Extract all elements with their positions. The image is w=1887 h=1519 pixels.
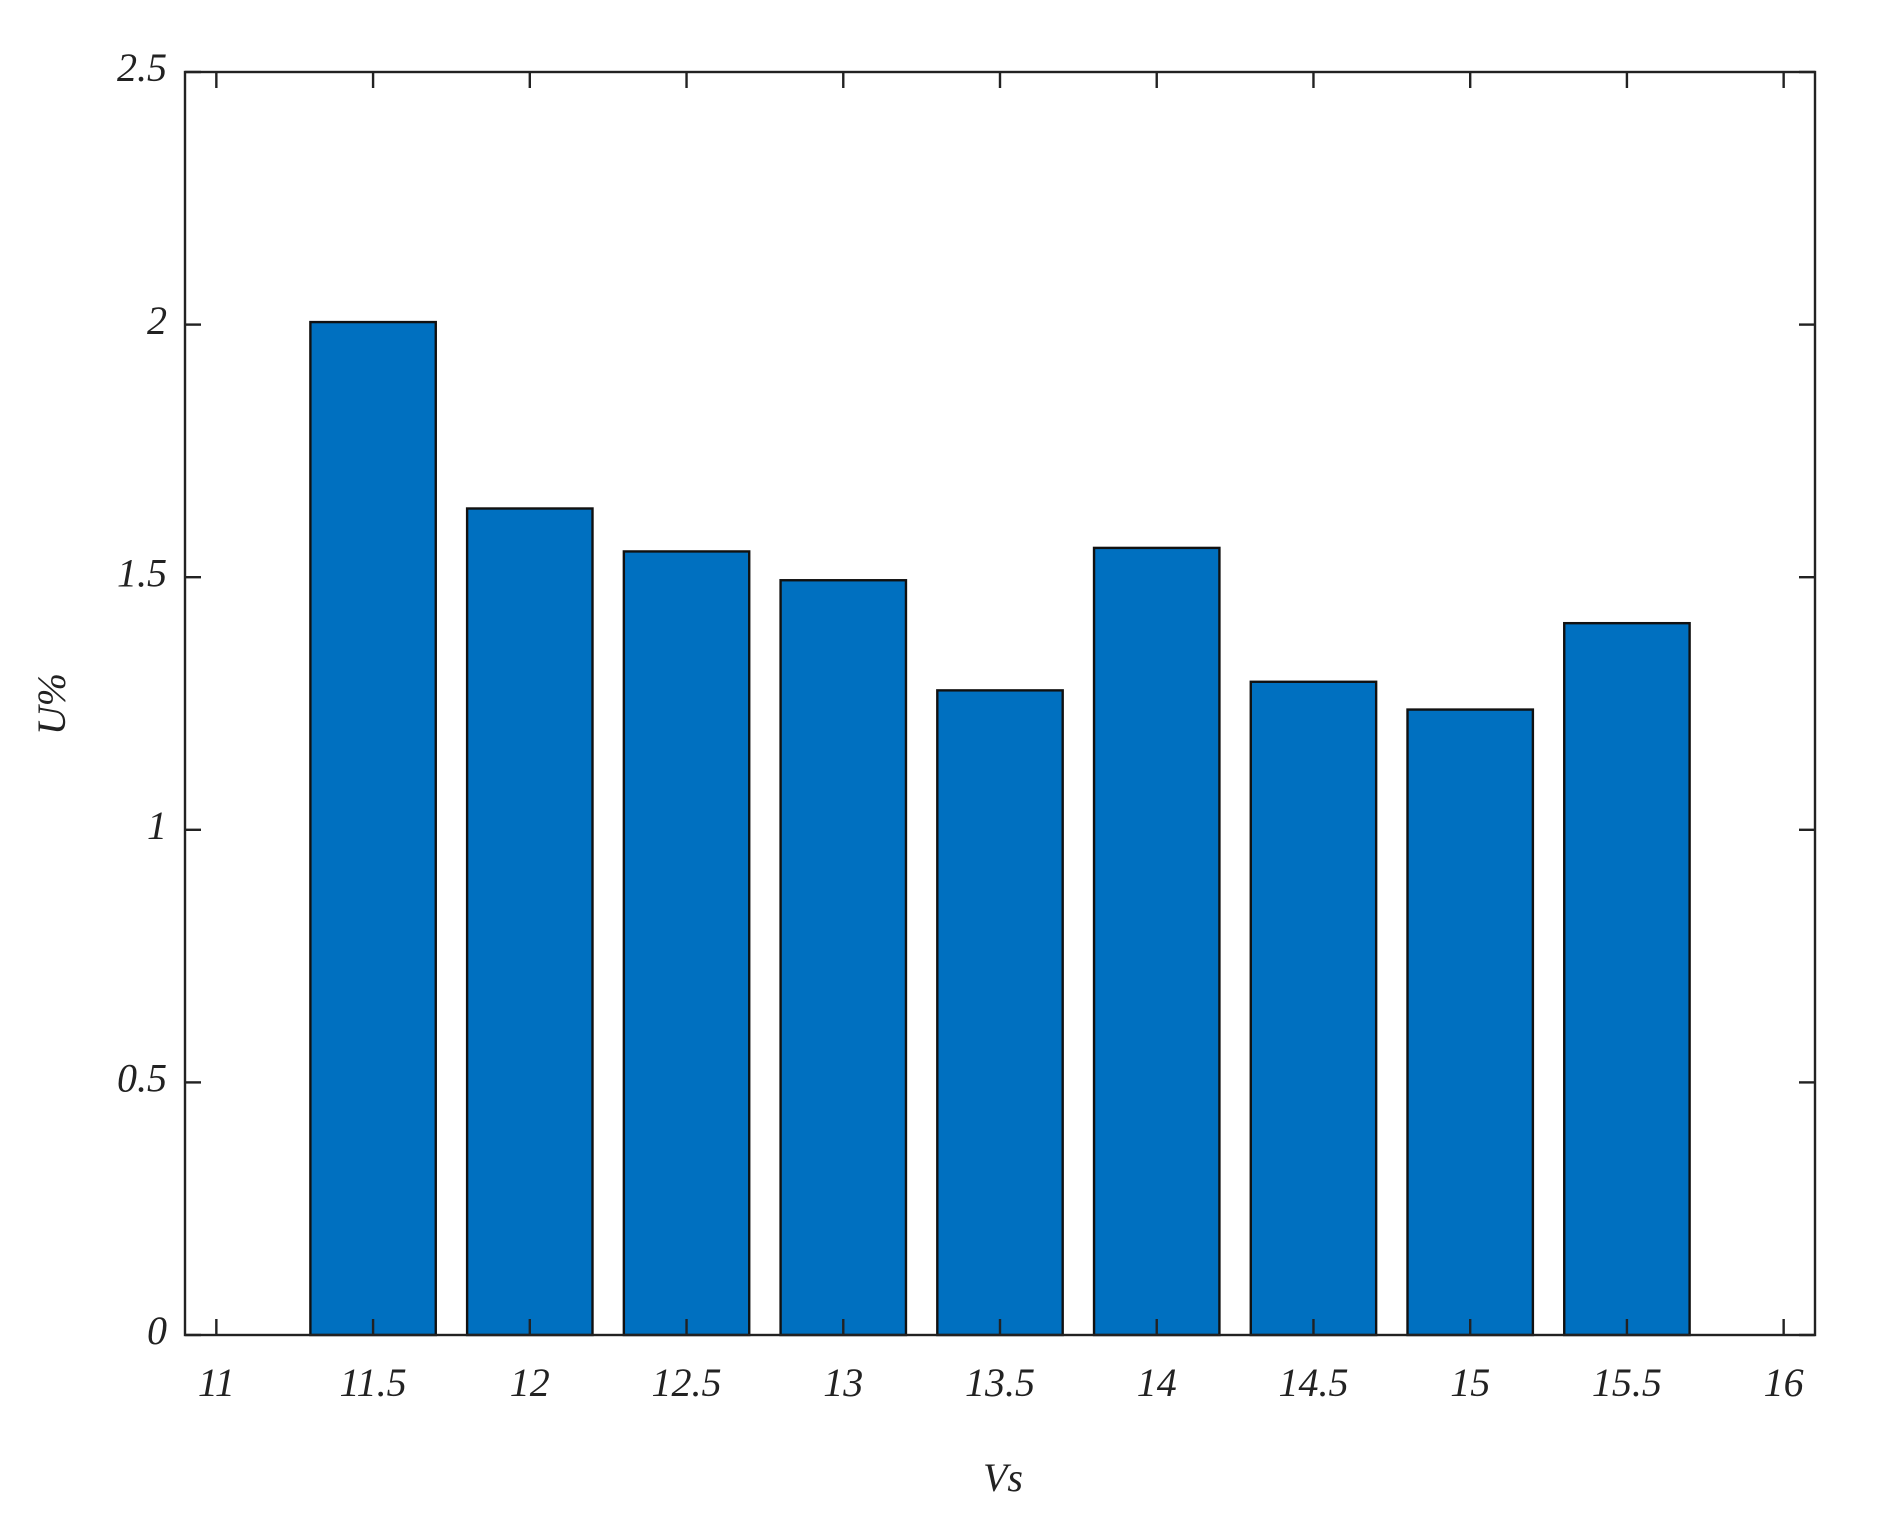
y-tick-label: 0.5 [117,1056,167,1101]
x-tick-label: 14.5 [1278,1360,1348,1405]
bar [1249,680,1378,1337]
bar [936,689,1064,1337]
bar [1563,621,1691,1337]
x-axis-label: Vs [983,1455,1023,1500]
bar [309,320,437,1337]
y-tick-label: 0 [147,1308,167,1353]
y-tick-label: 2.5 [117,45,167,90]
bar [465,507,594,1337]
bar [1092,546,1221,1337]
x-tick-label: 12 [510,1360,550,1405]
y-tick-label: 2 [147,298,167,343]
x-tick-label: 11 [198,1360,235,1405]
x-tick-label: 11.5 [340,1360,407,1405]
x-tick-label: 15.5 [1592,1360,1662,1405]
y-tick-label: 1.5 [117,550,167,595]
bar [1406,708,1535,1337]
y-tick-label: 1 [147,803,167,848]
x-tick-label: 13 [823,1360,863,1405]
bar [779,579,908,1337]
x-tick-label: 12.5 [652,1360,722,1405]
x-tick-label: 16 [1764,1360,1804,1405]
x-tick-label: 13.5 [965,1360,1035,1405]
x-tick-label: 14 [1137,1360,1177,1405]
y-axis-label: U% [29,673,74,735]
bar [622,550,751,1337]
x-tick-label: 15 [1450,1360,1490,1405]
